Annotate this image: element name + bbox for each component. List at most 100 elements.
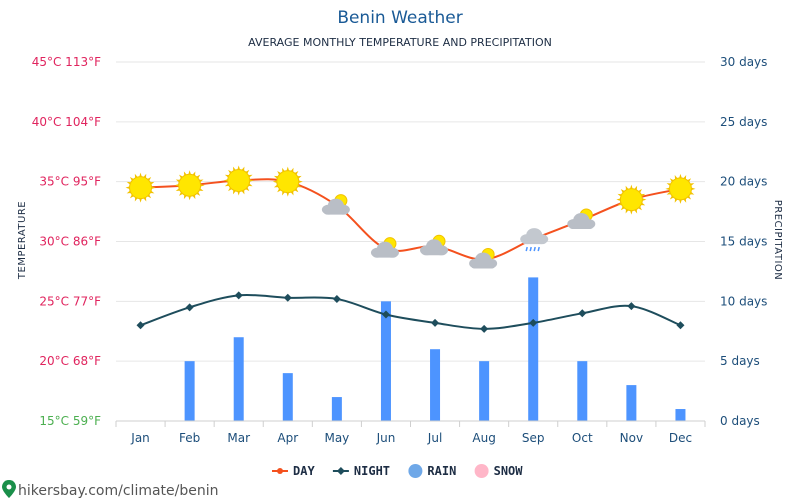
rain-drop <box>529 246 532 252</box>
y-left-tick-label: 25°C 77°F <box>39 294 101 308</box>
rain-bar <box>626 385 637 421</box>
night-point <box>480 324 489 333</box>
x-tick-label: Oct <box>572 431 593 445</box>
rain-bar <box>184 361 195 421</box>
sun-disc <box>178 173 202 197</box>
sun-icon <box>223 165 254 196</box>
night-point <box>431 318 440 327</box>
y-right-title: PRECIPITATION <box>772 200 783 281</box>
sun-ray <box>679 199 682 204</box>
legend-item-snow: SNOW <box>474 464 524 478</box>
legend-label: DAY <box>293 464 315 478</box>
y-right-tick-label: 15 days <box>720 235 767 249</box>
axes: 45°C 113°F 40°C 104°F 35°C 95°F 30°C 86°F 25… <box>32 55 768 445</box>
temperature-lines <box>136 177 685 333</box>
night-point <box>381 310 390 319</box>
sun-icon <box>125 172 156 203</box>
sun-ray <box>174 183 179 187</box>
rain-cloud-icon <box>520 228 549 252</box>
sun-ray <box>286 166 290 171</box>
rain-drop <box>525 246 528 252</box>
sun-ray <box>630 184 633 189</box>
rain-drop <box>537 246 540 252</box>
rain-bar <box>528 277 539 421</box>
legend-item-rain: RAIN <box>408 464 456 478</box>
x-tick-label: Aug <box>472 431 495 445</box>
source-link[interactable]: hikersbay.com/climate/benin <box>2 480 219 499</box>
legend-item-night: NIGHT <box>332 464 390 478</box>
sun-ray <box>298 180 303 183</box>
sun-ray <box>249 179 254 182</box>
sun-ray <box>237 165 241 170</box>
sun-ray <box>200 183 205 187</box>
y-right-tick-label: 0 days <box>720 414 760 428</box>
chart-title: Benin Weather <box>337 8 462 28</box>
y-right-tick-label: 5 days <box>720 354 760 368</box>
sun-disc <box>129 176 153 200</box>
rain-bar <box>282 373 293 421</box>
night-point <box>185 303 194 312</box>
sun-ray <box>151 186 156 189</box>
y-left-tick-label: 45°C 113°F <box>32 55 101 69</box>
sun-disc <box>619 188 643 212</box>
y-left-tick-label: 30°C 86°F <box>39 235 101 249</box>
cloud-part <box>323 208 348 215</box>
x-tick-label: Dec <box>669 431 692 445</box>
x-tick-label: Nov <box>620 431 643 445</box>
y-left-tick-label: 35°C 95°F <box>39 175 101 189</box>
sun-ray <box>125 186 130 189</box>
legend-marker <box>408 464 423 478</box>
rain-drop <box>533 246 536 252</box>
x-tick-label: Jun <box>376 431 396 445</box>
legend: DAY NIGHT RAIN SNOW <box>272 464 523 478</box>
source-text: hikersbay.com/climate/benin <box>18 483 219 499</box>
partly-cloudy-icon <box>420 234 449 256</box>
sun-ray <box>139 198 142 203</box>
x-tick-label: Jan <box>130 431 150 445</box>
sun-disc <box>227 168 251 192</box>
y-right-tick-label: 10 days <box>720 294 767 308</box>
cloud-part <box>522 238 547 245</box>
grid-lines <box>116 61 705 362</box>
sun-ray <box>642 198 647 201</box>
sun-ray <box>139 172 142 177</box>
night-point <box>136 321 145 330</box>
y-left-tick-label: 20°C 68°F <box>39 354 101 368</box>
y-right-tick-label: 25 days <box>720 115 767 129</box>
rain-bar <box>430 349 441 421</box>
partly-cloudy-icon <box>567 208 596 229</box>
legend-label: NIGHT <box>354 464 390 478</box>
legend-marker-diamond <box>336 467 345 475</box>
sun-ray <box>630 210 633 215</box>
y-left-tick-label: 40°C 104°F <box>32 115 101 129</box>
sun-icon <box>174 170 205 201</box>
night-point <box>529 318 538 327</box>
weather-icons <box>125 165 696 269</box>
rain-bars <box>184 277 686 421</box>
x-tick-label: Feb <box>179 431 200 445</box>
x-tick-label: Apr <box>277 431 298 445</box>
sun-ray <box>665 187 670 191</box>
sun-disc <box>668 177 692 201</box>
rain-bar <box>331 397 342 421</box>
sun-ray <box>616 198 621 201</box>
cloud-part <box>569 222 594 229</box>
legend-item-day: DAY <box>272 464 315 478</box>
legend-marker-dot <box>277 468 283 474</box>
sun-ray <box>223 179 228 182</box>
y-left-title: TEMPERATURE <box>17 201 28 280</box>
sun-ray <box>237 191 241 196</box>
rain-bar <box>479 361 490 421</box>
chart-subtitle: AVERAGE MONTHLY TEMPERATURE AND PRECIPIT… <box>248 36 552 49</box>
legend-label: SNOW <box>494 464 524 478</box>
night-point <box>283 293 292 302</box>
x-tick-label: Mar <box>227 431 250 445</box>
rain-bar <box>380 301 391 421</box>
x-tick-label: May <box>324 431 349 445</box>
rain-bar <box>233 337 244 421</box>
legend-label: RAIN <box>427 464 456 478</box>
x-tick-label: Jul <box>427 431 442 445</box>
partly-cloudy-icon <box>321 194 350 215</box>
night-line <box>140 293 681 330</box>
